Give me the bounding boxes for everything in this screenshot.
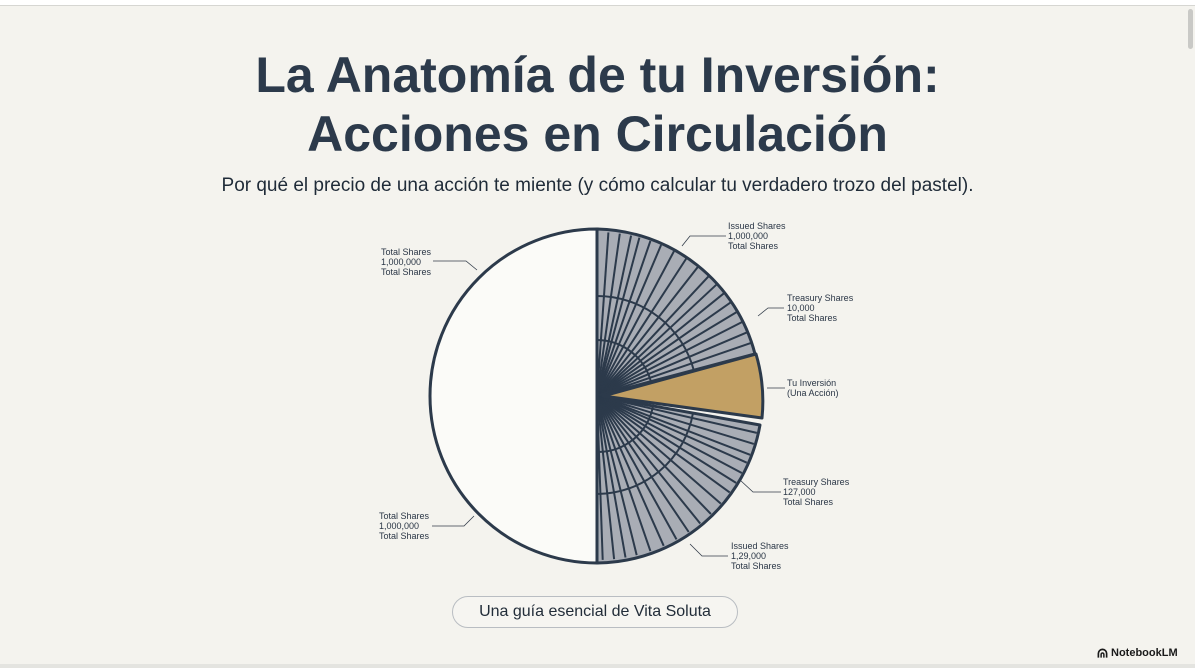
- title-line-1: La Anatomía de tu Inversión:: [255, 47, 940, 103]
- window-bottom-bar: [0, 664, 1195, 668]
- callout-value: 127,000: [783, 487, 816, 497]
- top-spoke-5: [596, 240, 652, 397]
- callout-title: Total Shares: [379, 511, 430, 521]
- outstanding-half: [428, 227, 599, 565]
- bottom-spoke-16: [596, 395, 627, 558]
- top-spoke-4: [596, 237, 641, 397]
- callout-unit: Total Shares: [379, 531, 430, 541]
- callout-value: (Una Acción): [787, 388, 839, 398]
- leader-line-treasury-bottom: [739, 479, 781, 493]
- callout-total-shares-bottom: Total Shares 1,000,000 Total Shares: [379, 511, 429, 541]
- scrollbar-thumb[interactable]: [1188, 9, 1193, 49]
- notebooklm-logo-icon: [1097, 648, 1108, 658]
- callout-title: Tu Inversión: [787, 378, 837, 388]
- callout-unit: Total Shares: [381, 267, 432, 277]
- brand-badge: NotebookLM: [1097, 646, 1178, 660]
- subtitle: Por qué el precio de una acción te mient…: [221, 175, 974, 196]
- callout-value: 1,000,000: [381, 257, 422, 267]
- top-spoke-11: [596, 283, 718, 397]
- scrollbar[interactable]: [1185, 5, 1195, 664]
- callout-title: Issued Shares: [731, 541, 789, 551]
- top-spoke-7: [596, 250, 675, 397]
- bottom-spoke-6: [596, 395, 737, 484]
- top-spoke-1: [596, 232, 610, 397]
- top-inner-arc-1: [596, 294, 695, 372]
- investment-slice: [601, 352, 765, 420]
- top-spoke-10: [596, 275, 710, 397]
- bottom-spoke-7: [596, 395, 731, 494]
- bottom-spoke-4: [596, 395, 748, 464]
- callout-value: 1,000,000: [728, 231, 769, 241]
- bottom-spoke-3: [596, 395, 751, 456]
- top-spoke-2: [596, 233, 621, 397]
- callout-title: Treasury Shares: [783, 477, 850, 487]
- bottom-spoke-1: [596, 395, 758, 434]
- top-spoke-9: [596, 266, 699, 397]
- callout-issued-shares-bottom: Issued Shares 1,29,000 Total Shares: [731, 541, 789, 571]
- callout-unit: Total Shares: [728, 241, 779, 251]
- callout-treasury-shares-bottom: Treasury Shares 127,000 Total Shares: [783, 477, 849, 507]
- top-spoke-13: [596, 301, 732, 397]
- bottom-inner-arc-1: [596, 412, 694, 495]
- callout-title: Issued Shares: [728, 221, 786, 231]
- callout-title: Treasury Shares: [787, 293, 854, 303]
- leader-line-issued-bottom: [689, 543, 728, 557]
- bottom-spoke-9: [596, 395, 712, 515]
- top-wedge-spokes: [596, 232, 753, 397]
- callout-issued-shares-top: Issued Shares 1,000,000 Total Shares: [728, 221, 786, 251]
- top-spoke-15: [596, 320, 744, 397]
- bottom-spoke-14: [596, 395, 652, 552]
- bottom-spoke-2: [596, 395, 755, 445]
- callout-investment: Tu Inversión (Una Acción): [787, 378, 839, 398]
- callout-unit: Total Shares: [783, 497, 834, 507]
- bottom-spoke-11: [596, 395, 690, 533]
- top-spoke-3: [596, 235, 633, 397]
- leader-line-left-bottom: [432, 515, 475, 527]
- top-spoke-12: [596, 292, 726, 397]
- leader-line-issued-top: [681, 235, 726, 247]
- leader-line-left-top: [433, 260, 478, 271]
- bottom-wedge-spokes: [596, 395, 758, 560]
- callout-unit: Total Shares: [787, 313, 838, 323]
- bottom-spoke-5: [596, 395, 743, 474]
- bottom-spoke-8: [596, 395, 722, 505]
- bottom-spoke-10: [596, 395, 701, 525]
- bottom-spoke-15: [596, 395, 638, 556]
- window-top-bar: [0, 0, 1195, 6]
- bottom-inner-arc-2: [596, 405, 654, 454]
- top-inner-arc-2: [596, 339, 652, 383]
- top-spoke-14: [596, 310, 739, 397]
- top-spoke-17: [596, 341, 753, 397]
- bottom-spoke-13: [596, 395, 665, 547]
- callout-value: 1,29,000: [731, 551, 767, 561]
- guide-label: Una guía esencial de Vita Soluta: [452, 596, 738, 628]
- callout-treasury-shares-top: Treasury Shares 10,000 Total Shares: [787, 293, 853, 323]
- brand-name: NotebookLM: [1111, 647, 1178, 659]
- callout-value: 1,000,000: [379, 521, 420, 531]
- bottom-spoke-17: [596, 395, 616, 560]
- top-spoke-6: [596, 244, 663, 397]
- title-line-2: Acciones en Circulación: [307, 106, 888, 162]
- callout-value: 10,000: [787, 303, 815, 313]
- leader-line-treasury-top: [757, 307, 784, 317]
- callout-total-shares-top: Total Shares 1,000,000 Total Shares: [381, 247, 431, 277]
- top-spoke-16: [596, 330, 749, 397]
- callout-unit: Total Shares: [731, 561, 782, 571]
- top-spoke-8: [596, 257, 688, 397]
- bottom-spoke-12: [596, 395, 678, 540]
- callout-title: Total Shares: [381, 247, 432, 257]
